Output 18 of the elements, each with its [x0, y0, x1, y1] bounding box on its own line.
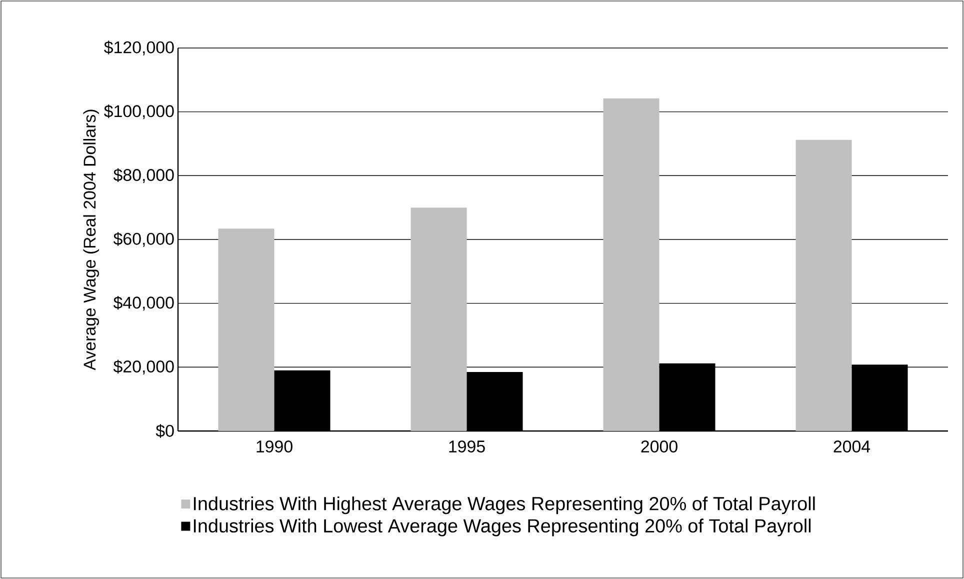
y-tick-label: $60,000	[113, 232, 174, 247]
y-tick-label: $20,000	[113, 360, 174, 375]
y-axis-title: Average Wage (Real 2004 Dollars)	[83, 110, 100, 370]
x-tick-label: 2004	[834, 440, 870, 453]
bar	[603, 98, 660, 431]
y-tick-label: $120,000	[104, 40, 174, 56]
y-tick-label: $80,000	[113, 168, 174, 184]
legend-label: Industries With Lowest Average Wages Representing 20% of Total Payroll	[194, 518, 811, 536]
x-tick-label: 1990	[256, 440, 292, 453]
legend-label: Industries With Highest Average Wages Representing 20% of Total Payroll	[194, 496, 815, 514]
bar	[796, 140, 852, 431]
bar	[410, 208, 467, 431]
y-tick-label: $0	[156, 424, 174, 438]
y-tick-label: $40,000	[113, 296, 174, 311]
bar	[218, 228, 274, 431]
x-tick-label: 2000	[641, 440, 678, 453]
x-tick-label: 1995	[449, 440, 485, 453]
y-tick-label: $100,000	[104, 104, 174, 120]
